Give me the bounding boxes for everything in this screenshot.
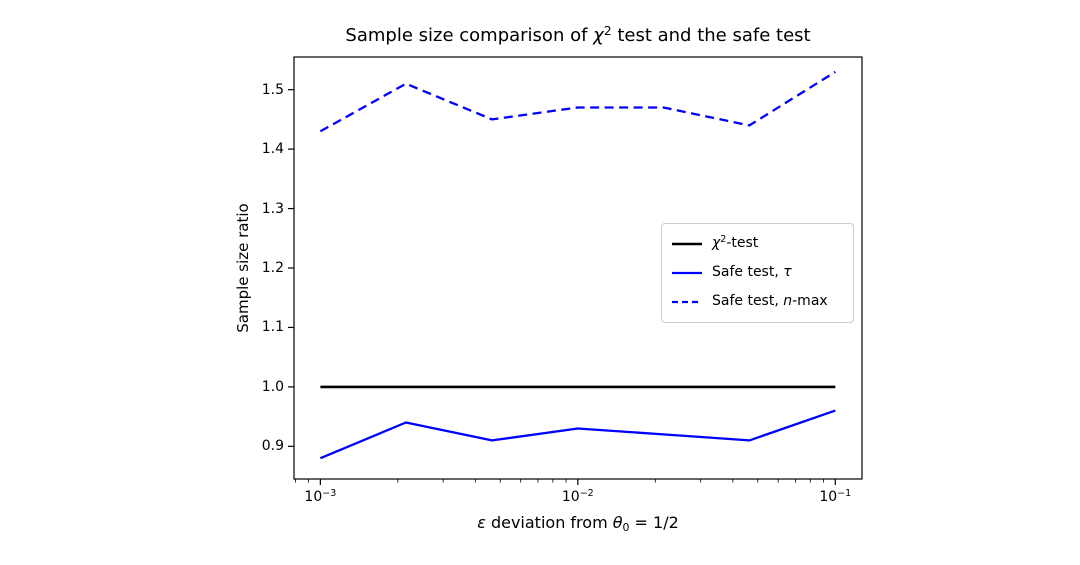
legend-swatch-blue-dashed-line: [672, 300, 702, 304]
legend-item-chi2-test: χ2-test: [671, 233, 843, 255]
legend-swatch-blue-solid-line: [672, 271, 702, 275]
x-axis-label-eq: = 1/2: [629, 513, 679, 532]
y-tick-label: 1.1: [261, 319, 284, 336]
x-axis-label-text: deviation from: [485, 513, 613, 532]
series-safe_test_nmax: [319, 70, 836, 133]
y-tick-label: 0.9: [261, 438, 284, 455]
y-tick-label: 1.5: [261, 81, 284, 98]
x-tick-label: 10−2: [561, 488, 594, 505]
epsilon-symbol: ε: [477, 513, 486, 532]
y-tick-label: 1.4: [261, 141, 284, 158]
legend-item-safe-test-nmax: Safe test, n-max: [671, 291, 843, 313]
chart-title: Sample size comparison of χ2 test and th…: [294, 24, 862, 49]
series-safe_test_tau: [319, 409, 836, 460]
y-tick-label: 1.2: [261, 260, 284, 276]
chart-title-text-2: test and the safe test: [611, 25, 811, 46]
chart-title-text: Sample size comparison of: [345, 25, 594, 46]
legend-item-safe-test-tau: Safe test, τ: [671, 262, 843, 284]
legend-swatch-chi2-solid-line: [672, 242, 702, 246]
x-axis-label: ε deviation from θ0 = 1/2: [294, 513, 862, 535]
legend-label: Safe test, n-max: [712, 293, 828, 309]
legend-label: Safe test, τ: [712, 264, 792, 280]
x-tick-label: 10−1: [819, 488, 852, 505]
chi-symbol: χ: [593, 25, 604, 46]
y-tick-label: 1.0: [261, 378, 284, 395]
y-tick-label: 1.3: [261, 200, 284, 217]
theta-symbol: θ: [612, 513, 623, 532]
legend: χ2-test Safe test, τ Safe test, n-max: [661, 223, 854, 323]
chi-exponent: 2: [603, 23, 612, 38]
x-tick-label: 10−3: [304, 488, 337, 505]
legend-label: χ2-test: [712, 234, 759, 251]
theta-subscript: 0: [622, 521, 630, 535]
